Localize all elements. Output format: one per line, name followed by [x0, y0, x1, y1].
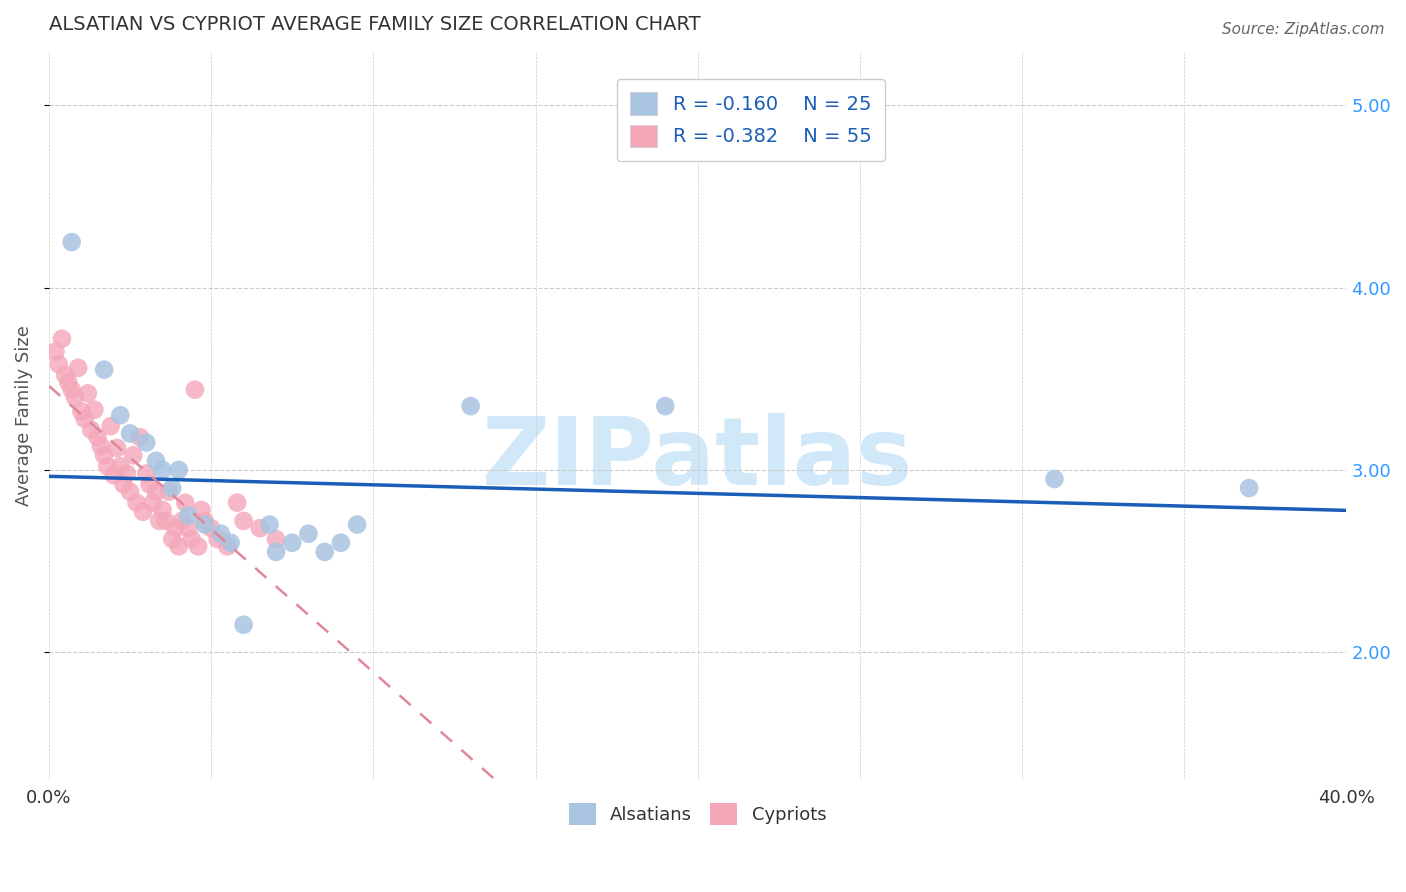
Point [110, 459, 132, 474]
Point [112, 477, 135, 491]
Point [155, 514, 177, 528]
Point [93, 448, 115, 462]
Point [120, 426, 142, 441]
Point [145, 454, 167, 468]
Point [200, 521, 222, 535]
Point [135, 467, 157, 481]
Point [281, 535, 304, 549]
Point [170, 514, 193, 528]
Point [120, 484, 142, 499]
Point [105, 441, 128, 455]
Point [44, 344, 66, 359]
Point [115, 467, 138, 481]
Point [110, 408, 132, 422]
Point [207, 532, 229, 546]
Point [209, 526, 232, 541]
Point [152, 463, 174, 477]
Point [190, 503, 212, 517]
Point [96, 459, 118, 474]
Point [80, 423, 103, 437]
Point [177, 521, 200, 535]
Point [152, 503, 174, 517]
Point [148, 514, 170, 528]
Point [165, 521, 187, 535]
Point [100, 419, 122, 434]
Point [177, 508, 200, 523]
Point [654, 399, 676, 413]
Point [167, 463, 190, 477]
Point [259, 517, 281, 532]
Point [93, 362, 115, 376]
Point [83, 402, 105, 417]
Point [135, 435, 157, 450]
Point [70, 404, 93, 418]
Point [132, 505, 155, 519]
Text: ALSATIAN VS CYPRIOT AVERAGE FAMILY SIZE CORRELATION CHART: ALSATIAN VS CYPRIOT AVERAGE FAMILY SIZE … [49, 15, 700, 34]
Point [160, 481, 183, 495]
Point [249, 521, 271, 535]
Point [217, 540, 239, 554]
Point [60, 235, 83, 249]
Point [232, 514, 254, 528]
Text: Source: ZipAtlas.com: Source: ZipAtlas.com [1222, 22, 1385, 37]
Point [194, 514, 217, 528]
Point [226, 496, 249, 510]
Point [58, 376, 80, 390]
Point [314, 545, 336, 559]
Point [53, 368, 76, 383]
Point [145, 484, 167, 499]
Point [103, 468, 125, 483]
Point [219, 535, 242, 549]
Point [63, 390, 86, 404]
Point [48, 357, 70, 371]
Point [51, 332, 73, 346]
Point [67, 360, 90, 375]
Point [160, 532, 183, 546]
Legend: Alsatians, Cypriots: Alsatians, Cypriots [558, 792, 838, 836]
Point [187, 540, 209, 554]
Point [1043, 472, 1066, 486]
Point [180, 532, 202, 546]
Text: ZIPatlas: ZIPatlas [482, 413, 914, 505]
Point [90, 439, 112, 453]
Point [142, 496, 165, 510]
Point [128, 430, 150, 444]
Point [167, 540, 190, 554]
Point [138, 477, 160, 491]
Point [297, 526, 319, 541]
Point [346, 517, 368, 532]
Point [122, 448, 145, 462]
Point [157, 484, 180, 499]
Point [73, 412, 96, 426]
Point [194, 517, 217, 532]
Point [264, 532, 287, 546]
Point [86, 430, 108, 444]
Point [264, 545, 287, 559]
Point [60, 383, 83, 397]
Point [1237, 481, 1260, 495]
Point [174, 496, 197, 510]
Point [125, 496, 148, 510]
Point [184, 383, 207, 397]
Point [232, 617, 254, 632]
Point [460, 399, 482, 413]
Y-axis label: Average Family Size: Average Family Size [15, 325, 32, 506]
Point [329, 535, 352, 549]
Point [77, 386, 100, 401]
